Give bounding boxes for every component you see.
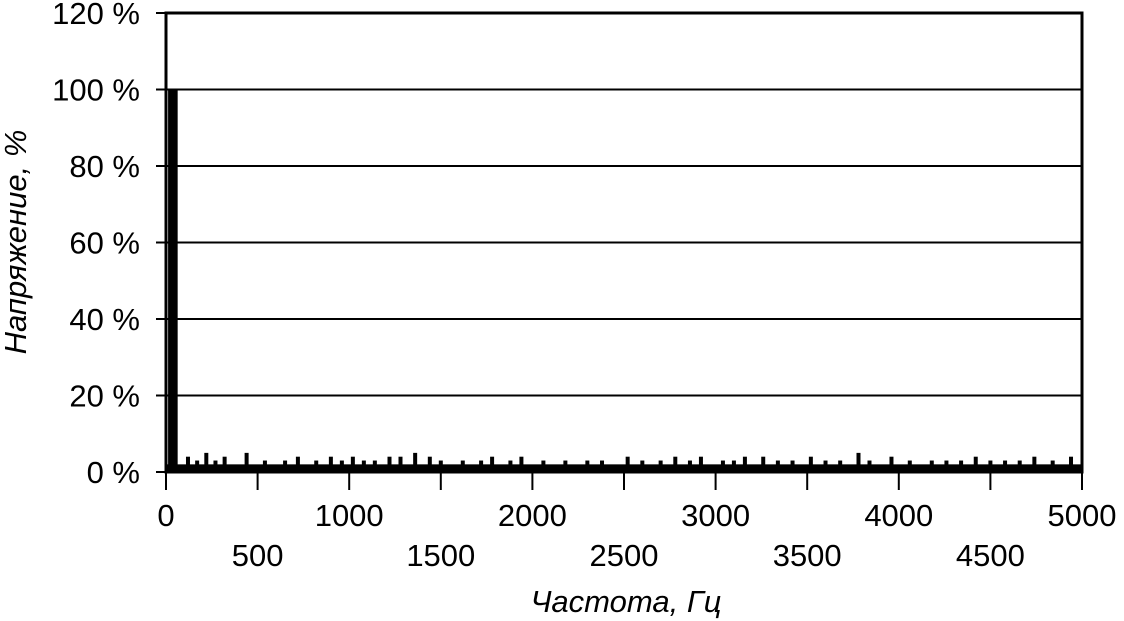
y-tick-label: 60 %: [69, 226, 140, 261]
y-tick-label: 100 %: [52, 73, 140, 108]
bar: [944, 460, 949, 472]
bar: [929, 460, 934, 472]
bar: [283, 460, 288, 472]
y-tick-label: 40 %: [69, 302, 140, 337]
x-tick-label: 3500: [773, 538, 842, 573]
bar: [640, 460, 645, 472]
bar: [479, 460, 484, 472]
bar: [413, 452, 418, 472]
x-tick-label: 2500: [590, 538, 659, 573]
bar: [387, 456, 392, 472]
bar: [823, 460, 828, 472]
bars-layer: [166, 89, 1082, 472]
bar: [350, 456, 355, 472]
y-tick-label: 120 %: [52, 0, 140, 31]
bar: [541, 460, 546, 472]
bar: [295, 456, 300, 472]
bar: [262, 460, 267, 472]
bar: [658, 460, 663, 472]
bar: [1017, 460, 1022, 472]
x-tick-label: 3000: [681, 498, 750, 533]
bar: [372, 460, 377, 472]
bar: [427, 456, 432, 472]
x-tick-label: 500: [232, 538, 284, 573]
bar: [731, 460, 736, 472]
ticks-layer: 0 % 20 % 40 % 60 % 80 % 100 % 120 % 0 500 1000 150…: [52, 0, 1116, 573]
bar: [1050, 460, 1055, 472]
y-tick-label: 20 %: [69, 379, 140, 414]
x-axis-title: Частота, Гц: [531, 584, 722, 619]
bar: [460, 460, 465, 472]
bar: [761, 456, 766, 472]
bar: [600, 460, 605, 472]
bar: [988, 460, 993, 472]
x-tick-label: 2000: [498, 498, 567, 533]
y-tick-label: 80 %: [69, 149, 140, 184]
bar: [438, 460, 443, 472]
bar: [328, 456, 333, 472]
bar: [673, 456, 678, 472]
bar: [222, 456, 227, 472]
bar: [519, 456, 524, 472]
bar: [585, 460, 590, 472]
bar: [973, 456, 978, 472]
bar: [195, 460, 200, 472]
bar: [775, 460, 780, 472]
y-axis-title: Напряжение, %: [0, 130, 33, 355]
bar: [838, 460, 843, 472]
bar: [168, 89, 174, 472]
x-tick-label: 4500: [956, 538, 1025, 573]
bar: [687, 460, 692, 472]
bar: [339, 460, 344, 472]
x-tick-label: 5000: [1048, 498, 1117, 533]
bar: [1032, 456, 1037, 472]
bar: [790, 460, 795, 472]
bar: [625, 456, 630, 472]
bar: [742, 456, 747, 472]
bar: [1069, 456, 1074, 472]
bar: [508, 460, 513, 472]
bar: [889, 456, 894, 472]
bar: [398, 456, 403, 472]
grid-lines: [166, 88, 1082, 397]
x-tick-label: 0: [157, 498, 174, 533]
bar: [204, 452, 209, 472]
bar: [314, 460, 319, 472]
bar: [1003, 460, 1008, 472]
bar: [563, 460, 568, 472]
x-tick-label: 4000: [864, 498, 933, 533]
bar: [808, 456, 813, 472]
bar: [959, 460, 964, 472]
x-tick-label: 1000: [315, 498, 384, 533]
bar: [185, 456, 190, 472]
bar: [856, 452, 861, 472]
bar: [361, 460, 366, 472]
bar: [698, 456, 703, 472]
baseline-band: [166, 464, 1082, 472]
bar: [244, 452, 249, 472]
bar: [867, 460, 872, 472]
bar: [907, 460, 912, 472]
bar: [213, 460, 218, 472]
bar: [172, 89, 178, 472]
bar: [720, 460, 725, 472]
bar: [490, 456, 495, 472]
x-tick-label: 1500: [406, 538, 475, 573]
y-tick-label: 0 %: [87, 455, 140, 490]
